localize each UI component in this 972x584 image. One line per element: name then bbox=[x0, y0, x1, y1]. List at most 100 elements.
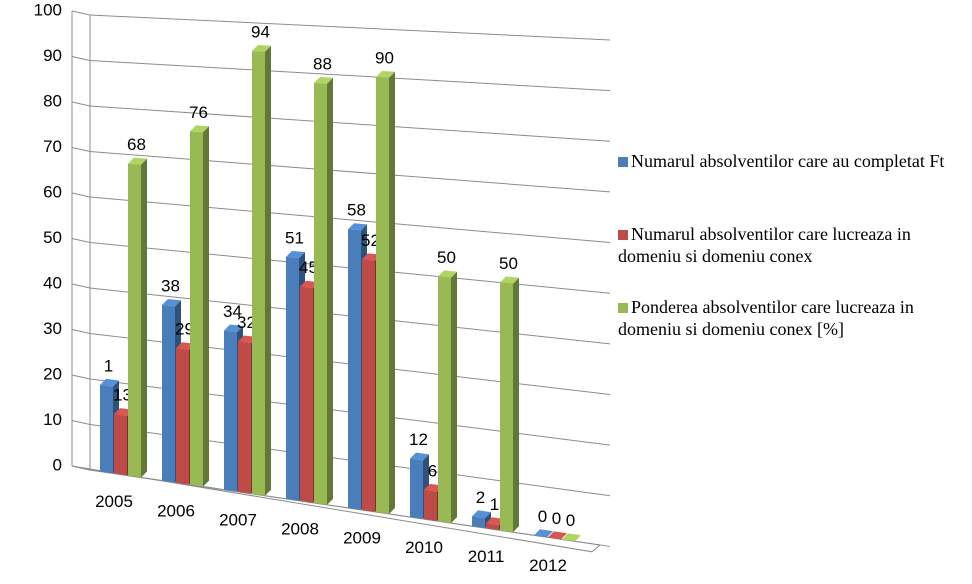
bar-side bbox=[265, 45, 271, 496]
bar-top bbox=[548, 531, 567, 540]
bar-front bbox=[376, 77, 389, 514]
bar-front bbox=[314, 83, 327, 505]
data-label: 1 bbox=[104, 356, 113, 375]
bar-side bbox=[203, 126, 209, 487]
bar-top bbox=[438, 270, 457, 278]
bar-front bbox=[176, 348, 189, 485]
legend-label: Numarul absolventilor care au completat … bbox=[631, 151, 945, 171]
data-label: 51 bbox=[285, 228, 304, 247]
data-label: 2 bbox=[476, 488, 485, 507]
bar bbox=[548, 531, 567, 540]
grid-line bbox=[71, 420, 611, 497]
bar-front bbox=[486, 523, 499, 531]
bar-front bbox=[472, 516, 485, 529]
grid-line bbox=[71, 101, 611, 142]
bar-front bbox=[128, 163, 141, 478]
data-label: 13 bbox=[113, 386, 132, 405]
legend-item: Numarul absolventilor care au completat … bbox=[618, 150, 963, 172]
y-tick-label: 20 bbox=[43, 364, 62, 383]
data-label: 76 bbox=[189, 103, 208, 122]
bar-front bbox=[348, 229, 361, 510]
bar bbox=[252, 45, 271, 496]
y-tick-label: 70 bbox=[43, 137, 62, 156]
bar-front bbox=[252, 51, 265, 496]
data-label: 0 bbox=[566, 511, 575, 530]
bar-top bbox=[190, 125, 209, 133]
legend-swatch bbox=[618, 303, 628, 313]
bar-top bbox=[286, 250, 305, 259]
bar-top bbox=[100, 378, 119, 387]
bar-top bbox=[472, 510, 491, 519]
bar-top bbox=[562, 533, 581, 542]
y-tick-label: 50 bbox=[43, 228, 62, 247]
bar-front bbox=[362, 259, 375, 512]
bar-front bbox=[162, 304, 175, 483]
bar-front bbox=[238, 341, 251, 494]
bar bbox=[376, 71, 395, 514]
x-tick-label: 2009 bbox=[343, 529, 381, 548]
bar-side bbox=[327, 77, 333, 505]
grid-line bbox=[71, 283, 611, 345]
legend-swatch bbox=[618, 230, 628, 240]
bar-top bbox=[128, 157, 147, 165]
bar-side bbox=[451, 271, 457, 524]
data-label: 50 bbox=[437, 248, 456, 267]
bar-side bbox=[389, 71, 395, 514]
data-label: 29 bbox=[175, 320, 194, 339]
x-tick-label: 2010 bbox=[405, 538, 443, 557]
data-label: 38 bbox=[161, 276, 180, 295]
grid-line bbox=[71, 329, 611, 395]
data-label: 90 bbox=[375, 49, 394, 68]
x-tick-label: 2005 bbox=[95, 492, 133, 511]
grid-line bbox=[71, 56, 611, 92]
bar-top bbox=[376, 71, 395, 78]
data-label: 50 bbox=[499, 254, 518, 273]
bar-top bbox=[224, 324, 243, 332]
bar-front bbox=[224, 330, 237, 492]
data-label: 0 bbox=[538, 507, 547, 526]
y-tick-label: 90 bbox=[43, 46, 62, 65]
data-label: 94 bbox=[251, 23, 270, 42]
bar-front bbox=[190, 131, 203, 487]
y-tick-label: 0 bbox=[53, 455, 62, 474]
data-label: 34 bbox=[223, 302, 242, 321]
bar-front bbox=[424, 489, 437, 522]
legend-label: Ponderea absolventilor care lucreaza in … bbox=[618, 297, 914, 339]
bar-front bbox=[410, 458, 423, 519]
bar-top bbox=[252, 45, 271, 52]
bar-side bbox=[513, 277, 519, 533]
x-tick-label: 2008 bbox=[281, 520, 319, 539]
data-label: 45 bbox=[299, 258, 318, 277]
bar-top bbox=[314, 77, 333, 84]
bar-front bbox=[300, 286, 313, 503]
bar-front bbox=[500, 282, 513, 533]
bar-top bbox=[534, 529, 553, 538]
bar bbox=[438, 270, 457, 524]
grid-line bbox=[71, 238, 611, 294]
data-label: 68 bbox=[127, 135, 146, 154]
bar-top bbox=[410, 452, 429, 461]
bar bbox=[534, 529, 553, 538]
x-tick-label: 2011 bbox=[468, 547, 505, 566]
data-label: 0 bbox=[552, 509, 561, 528]
bar-front bbox=[286, 256, 299, 501]
legend-label: Numarul absolventilor care lucreaza in d… bbox=[618, 224, 911, 266]
bar bbox=[500, 276, 519, 533]
grid-line bbox=[71, 147, 611, 193]
grid-line bbox=[71, 10, 611, 41]
y-tick-label: 80 bbox=[43, 91, 62, 110]
floor bbox=[71, 465, 602, 553]
y-tick-label: 10 bbox=[43, 410, 62, 429]
bar-top bbox=[500, 276, 519, 284]
y-tick-label: 40 bbox=[43, 273, 62, 292]
bar-front bbox=[438, 276, 451, 524]
data-label: 1 bbox=[490, 495, 499, 514]
data-label: 88 bbox=[313, 54, 332, 73]
data-label: 6 bbox=[428, 461, 437, 480]
legend-item: Numarul absolventilor care lucreaza in d… bbox=[618, 223, 963, 267]
y-tick-label: 100 bbox=[34, 0, 62, 19]
x-tick-label: 2012 bbox=[529, 556, 567, 575]
legend-item: Ponderea absolventilor care lucreaza in … bbox=[618, 296, 963, 340]
y-tick-label: 30 bbox=[43, 319, 62, 338]
